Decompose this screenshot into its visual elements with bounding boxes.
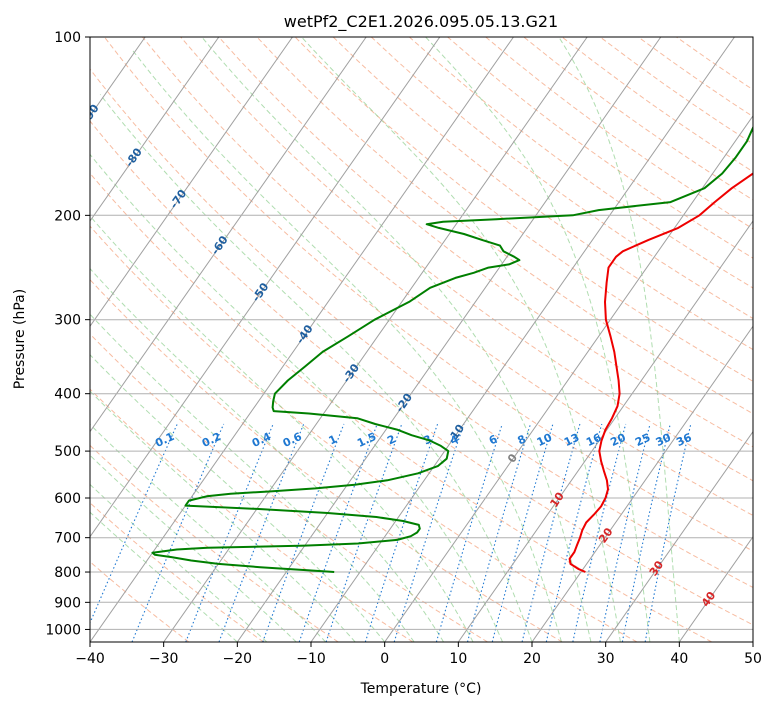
- moist-adiabat-line: [301, 37, 621, 642]
- y-tick-label: 200: [54, 208, 81, 224]
- x-tick-label: 10: [449, 651, 467, 667]
- x-tick-label: 30: [597, 651, 615, 667]
- mixing-ratio-line: [621, 423, 671, 642]
- mixing-ratio-line: [521, 423, 581, 642]
- dry-adiabat-line: [218, 37, 753, 448]
- y-tick-label: 800: [54, 565, 81, 581]
- isotherm-line: [90, 37, 293, 328]
- moist-adiabat-line: [425, 37, 651, 642]
- dry-adiabat-line: [370, 37, 753, 320]
- mixing-ratio-line: [599, 423, 651, 642]
- mixing-ratio-line: [491, 423, 554, 642]
- y-tick-label: 900: [54, 595, 81, 611]
- dry-adiabat-line: [90, 68, 753, 589]
- dry-adiabat-line: [142, 37, 753, 517]
- mixing-ratio-line: [218, 423, 305, 642]
- mixing-ratio-line: [90, 423, 178, 625]
- moist-adiabat-line: [99, 94, 533, 642]
- mixing-ratio-label: 25: [633, 431, 652, 449]
- y-tick-label: 600: [54, 491, 81, 507]
- isotherm-line: [163, 37, 588, 642]
- mixing-ratio-label: 10: [535, 431, 555, 449]
- moist-adiabat-line: [90, 390, 356, 642]
- y-axis-title: Pressure (hPa): [12, 289, 28, 389]
- isotherm-label: -90: [80, 102, 102, 126]
- plot-frame: [89, 36, 754, 643]
- moist-adiabat-line: [90, 483, 268, 642]
- dry-adiabat-line: [332, 37, 753, 351]
- mixing-ratio-label: 16: [584, 431, 604, 449]
- isotherm-line: [678, 535, 753, 642]
- profiles: [151, 125, 753, 573]
- mixing-ratio-label: 30: [654, 431, 674, 449]
- x-tick-label: 0: [380, 651, 389, 667]
- x-tick-label: −10: [296, 651, 326, 667]
- dry-adiabat-line: [90, 120, 753, 626]
- x-tick-label: 50: [744, 651, 762, 667]
- isotherm-line: [90, 37, 514, 642]
- isotherms: [90, 37, 753, 642]
- moist-adiabat-line: [90, 354, 386, 642]
- mixing-ratio-label: 20: [608, 431, 628, 449]
- y-tick-label: 100: [54, 30, 81, 46]
- moist-adiabat-line: [90, 267, 445, 642]
- isotherm-line: [457, 220, 753, 642]
- x-tick-label: −40: [75, 651, 105, 667]
- y-tick-label: 400: [54, 387, 81, 403]
- y-tick-label: 300: [54, 313, 81, 329]
- mixing-ratio-label: 13: [562, 431, 581, 449]
- x-axis: −40 −30 −20 −10 0 10 20 30 40 50: [75, 642, 762, 667]
- moist-adiabat-line: [201, 37, 592, 642]
- mixing-ratio-line: [466, 423, 532, 642]
- isotherm-line: [236, 37, 662, 642]
- dry-adiabat-line: [90, 333, 488, 642]
- x-tick-label: −20: [223, 651, 253, 667]
- isotherm-line: [384, 114, 753, 642]
- moist-adiabat-line: [90, 313, 415, 642]
- y-tick-label: 500: [54, 444, 81, 460]
- dry-adiabat-line: [90, 172, 712, 642]
- isotherm-line: [90, 37, 220, 222]
- dry-adiabat-line: [90, 561, 190, 642]
- temperature-profile: [568, 172, 753, 573]
- mixing-ratio-line: [262, 423, 345, 642]
- mixing-ratio-label: 36: [674, 431, 694, 449]
- y-tick-label: 700: [54, 531, 81, 547]
- isotherm-line: [605, 430, 753, 642]
- x-axis-title: Temperature (°C): [360, 681, 482, 697]
- mixing-ratio-line: [644, 423, 692, 642]
- y-tick-label: 1000: [45, 622, 81, 638]
- moist-adiabats: [90, 37, 680, 642]
- mixing-ratio-line: [545, 423, 603, 642]
- mixing-ratio-line: [131, 423, 225, 642]
- isotherm-line: [90, 37, 367, 433]
- x-tick-label: 20: [523, 651, 541, 667]
- mixing-ratio-line: [298, 423, 378, 642]
- moist-adiabat-line: [558, 37, 680, 642]
- dry-adiabat-line: [104, 37, 753, 552]
- y-axis: 100 200 300 400 500 600 700 800 900 1000: [45, 30, 90, 638]
- isotherm-line: [531, 325, 753, 642]
- isotherm-line: [90, 37, 441, 538]
- moist-adiabat-line: [90, 215, 474, 642]
- x-tick-label: −30: [149, 651, 179, 667]
- dry-adiabat-line: [180, 37, 753, 482]
- moist-adiabat-line: [90, 423, 327, 642]
- chart-title: wetPf2_C2E1.2026.095.05.13.G21: [284, 12, 558, 32]
- x-tick-label: 40: [670, 651, 688, 667]
- mixing-ratio-line: [185, 423, 274, 642]
- moist-adiabat-line: [131, 49, 562, 642]
- dewpoint-profile: [151, 125, 753, 573]
